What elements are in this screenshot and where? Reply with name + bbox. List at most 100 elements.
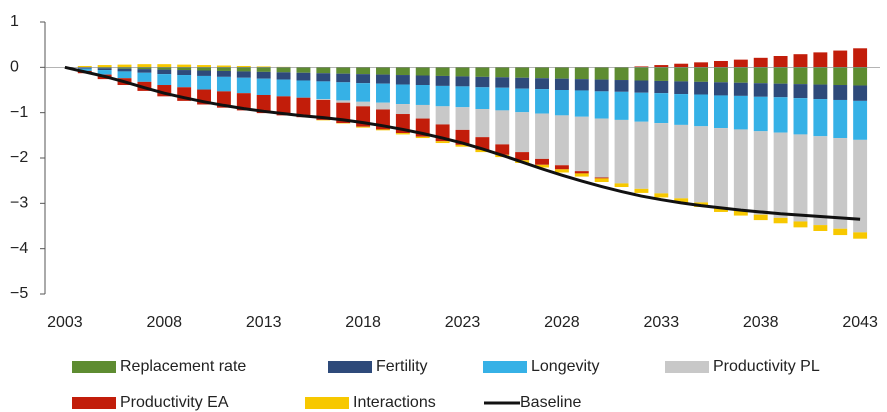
bar-segment: [594, 67, 609, 80]
bar-segment: [614, 91, 629, 120]
bar-segment: [77, 67, 92, 69]
bar-segment: [793, 221, 808, 228]
x-tick-label: 2033: [644, 314, 680, 331]
bar-segment: [853, 67, 868, 86]
bar-segment: [97, 70, 112, 75]
bar-segment: [197, 65, 212, 68]
bar-segment: [654, 93, 669, 124]
bar-segment: [395, 84, 410, 105]
bar-segment: [733, 210, 748, 216]
bar-segment: [316, 81, 331, 100]
bar-segment: [157, 85, 172, 97]
bar-segment: [157, 64, 172, 68]
bar-segment: [316, 73, 331, 82]
bar-segment: [634, 188, 649, 193]
bar-segment: [336, 67, 351, 74]
bar-segment: [276, 96, 291, 116]
bar-segment: [574, 67, 589, 80]
bar-segment: [733, 67, 748, 83]
x-tick-label: 2013: [246, 314, 282, 331]
bar-segment: [813, 99, 828, 137]
bar-segment: [554, 67, 569, 79]
bar-segment: [833, 228, 848, 236]
bar-segment: [256, 71, 271, 79]
legend-swatch: [72, 361, 116, 373]
bar-segment: [415, 67, 430, 76]
bar-segment: [236, 71, 251, 78]
bar-segment: [395, 75, 410, 85]
bar-segment: [574, 79, 589, 91]
bar-segment: [773, 56, 788, 68]
bar-segment: [495, 144, 510, 155]
bar-segment: [276, 67, 291, 73]
bar-segment: [574, 90, 589, 117]
bar-segment: [694, 94, 709, 127]
bar-segment: [216, 70, 231, 77]
bar-segment: [157, 74, 172, 86]
legend-label: Longevity: [531, 358, 600, 375]
bar-segment: [733, 95, 748, 130]
bar-segment: [753, 96, 768, 132]
bar-segment: [853, 100, 868, 140]
bar-segment: [495, 67, 510, 78]
bar-segment: [634, 92, 649, 122]
legend-label: Productivity EA: [120, 394, 229, 411]
bar-segment: [475, 149, 490, 153]
bar-segment: [336, 82, 351, 101]
bar-segment: [594, 91, 609, 119]
bar-segment: [236, 77, 251, 94]
bar-segment: [753, 83, 768, 97]
bar-segment: [236, 93, 251, 111]
bar-segment: [137, 64, 152, 68]
bar-segment: [316, 67, 331, 74]
bar-segment: [773, 132, 788, 218]
bar-segment: [674, 63, 689, 68]
bar-segment: [654, 67, 669, 81]
bar-segment: [316, 99, 331, 120]
bar-segment: [117, 71, 132, 79]
bar-segment: [654, 123, 669, 194]
bar-segment: [197, 70, 212, 76]
bar-segment: [356, 67, 371, 75]
bar-segment: [813, 84, 828, 100]
bar-segment: [793, 67, 808, 85]
bar-segment: [674, 124, 689, 199]
x-tick-label: 2008: [146, 314, 182, 331]
bar-segment: [833, 85, 848, 100]
bar-segment: [753, 67, 768, 84]
bar-segment: [634, 121, 649, 189]
x-tick-label: 2028: [544, 314, 580, 331]
bar-segment: [77, 68, 92, 71]
bar-segment: [197, 75, 212, 90]
bar-segment: [296, 80, 311, 98]
bar-segment: [634, 80, 649, 93]
bar-segment: [395, 104, 410, 115]
bar-segment: [117, 67, 132, 69]
legend-swatch: [483, 361, 527, 373]
bar-segment: [853, 85, 868, 101]
bar-segment: [574, 171, 589, 174]
bar-segment: [475, 67, 490, 77]
bar-segment: [137, 67, 152, 70]
bar-segment: [833, 138, 848, 229]
bar-segment: [177, 64, 192, 68]
bar-segment: [614, 119, 629, 184]
bar-segment: [833, 99, 848, 139]
bar-segment: [336, 100, 351, 103]
bar-segment: [853, 139, 868, 233]
bar-segment: [713, 95, 728, 129]
bar-segment: [495, 77, 510, 88]
bar-segment: [415, 104, 430, 119]
bar-segment: [833, 50, 848, 68]
bar-segment: [197, 67, 212, 71]
x-tick-label: 2003: [47, 314, 83, 331]
bar-segment: [753, 214, 768, 221]
bar-segment: [495, 110, 510, 145]
bar-segment: [395, 133, 410, 135]
bar-segment: [594, 177, 609, 179]
bar-segment: [614, 67, 629, 81]
bar-segment: [455, 144, 470, 147]
bar-segment: [773, 97, 788, 133]
bar-segment: [713, 67, 728, 83]
bar-segment: [535, 67, 549, 79]
